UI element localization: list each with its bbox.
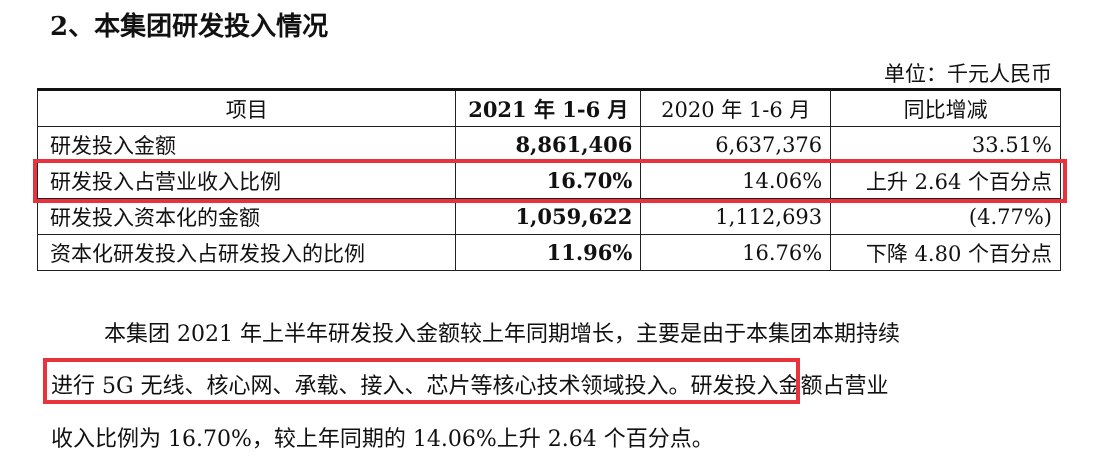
header-item: 项目: [36, 89, 457, 127]
row-2021-value: 1,059,622: [455, 198, 642, 235]
table-row: 资本化研发投入占研发投入的比例 11.96% 16.76% 下降 4.80 个百…: [36, 234, 1061, 271]
row-item: 研发投入资本化的金额: [36, 198, 457, 235]
row-change: 上升 2.64 个百分点: [830, 162, 1061, 199]
table-row: 研发投入资本化的金额 1,059,622 1,112,693 (4.77%): [36, 198, 1061, 235]
section-heading: 2、本集团研发投入情况: [50, 12, 329, 42]
row-2021-value: 16.70%: [455, 162, 642, 199]
row-change: 下降 4.80 个百分点: [830, 234, 1061, 271]
header-change: 同比增减: [830, 89, 1061, 127]
unit-label: 单位：千元人民币: [884, 62, 1052, 86]
row-2021-value: 11.96%: [455, 234, 642, 271]
text-highlight-box: [43, 358, 800, 404]
row-2021-value: 8,861,406: [455, 126, 642, 163]
table-header-row: 项目 2021 年 1-6 月 2020 年 1-6 月 同比增减: [36, 89, 1061, 127]
row-item: 研发投入金额: [36, 126, 457, 163]
header-2020: 2020 年 1-6 月: [640, 89, 832, 127]
row-change: (4.77%): [830, 198, 1061, 235]
rd-investment-table: 项目 2021 年 1-6 月 2020 年 1-6 月 同比增减 研发投入金额…: [36, 88, 1061, 271]
paragraph-line-3: 收入比例为 16.70%，较上年同期的 14.06%上升 2.64 个百分点。: [51, 427, 714, 452]
row-highlight-box: [33, 159, 1067, 203]
table-row: 研发投入金额 8,861,406 6,637,376 33.51%: [36, 126, 1061, 163]
header-2021: 2021 年 1-6 月: [455, 89, 642, 127]
row-2020-value: 1,112,693: [640, 198, 832, 235]
row-item: 资本化研发投入占研发投入的比例: [36, 234, 457, 271]
paragraph-line-2: 进行 5G 无线、核心网、承载、接入、芯片等核心技术领域投入。研发投入金额占营业: [51, 374, 889, 399]
row-change: 33.51%: [830, 126, 1061, 163]
row-2020-value: 16.76%: [640, 234, 832, 271]
paragraph-line-1: 本集团 2021 年上半年研发投入金额较上年同期增长，主要是由于本集团本期持续: [104, 322, 900, 347]
row-2020-value: 6,637,376: [640, 126, 832, 163]
